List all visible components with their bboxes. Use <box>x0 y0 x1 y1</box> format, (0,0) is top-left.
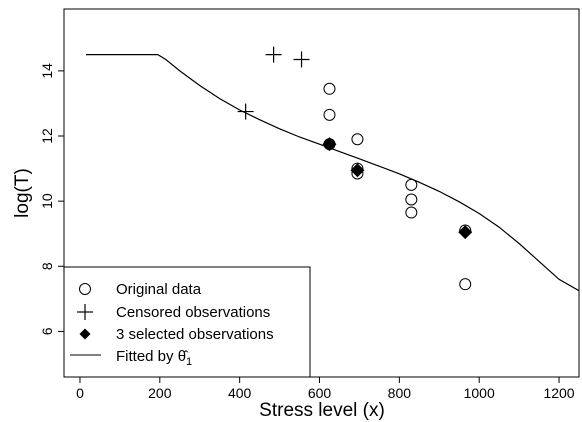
y-tick-label: 10 <box>39 193 55 209</box>
legend-box <box>63 266 311 378</box>
y-axis-label: log(T) <box>12 168 33 218</box>
censored-point <box>293 51 310 68</box>
original-data-point <box>405 206 418 219</box>
original-data-point <box>323 108 336 121</box>
legend-fitted-prefix: Fitted by <box>116 348 178 365</box>
x-tick-label: 1000 <box>464 385 495 401</box>
original-data-point <box>459 278 472 291</box>
fitted-curve-layer <box>86 54 579 292</box>
legend-original-data-label: Original data <box>116 281 202 298</box>
y-tick-label: 12 <box>39 128 55 144</box>
censored-point <box>265 46 282 63</box>
legend-selected-label: 3 selected observations <box>116 326 274 343</box>
fitted-curve-line <box>86 54 579 292</box>
y-tick-label: 14 <box>39 63 55 79</box>
x-tick-label: 1200 <box>543 385 574 401</box>
legend-fitted-label: Fitted by θ̂1 <box>116 348 192 368</box>
x-tick-label: 600 <box>308 385 332 401</box>
axis-layer: 0 200 400 600 800 1000 1200 6 8 10 12 14 <box>39 63 575 401</box>
legend-selected-marker <box>79 328 91 340</box>
original-data-point <box>405 193 418 206</box>
legend-fitted-symbol: θ̂ <box>178 348 189 365</box>
x-axis-label: Stress level (x) <box>259 400 385 421</box>
selected-point <box>458 225 473 240</box>
legend-censored-label: Censored observations <box>116 304 270 321</box>
legend-fitted-subscript: 1 <box>186 356 192 368</box>
original-data-point <box>405 178 418 191</box>
x-tick-label: 400 <box>228 385 252 401</box>
legend-original-data-marker <box>79 283 91 295</box>
marker-layer <box>237 46 473 291</box>
legend-censored-marker <box>77 304 93 320</box>
selected-point <box>350 163 365 178</box>
original-data-point <box>351 133 364 146</box>
y-tick-label: 8 <box>39 262 55 270</box>
censored-point <box>237 103 254 120</box>
x-tick-label: 800 <box>388 385 412 401</box>
y-tick-label: 6 <box>39 327 55 335</box>
x-tick-label: 0 <box>76 385 84 401</box>
legend: Original data Censored observations 3 se… <box>63 266 311 378</box>
original-data-point <box>323 82 336 95</box>
selected-point <box>322 137 337 152</box>
x-tick-label: 200 <box>148 385 172 401</box>
